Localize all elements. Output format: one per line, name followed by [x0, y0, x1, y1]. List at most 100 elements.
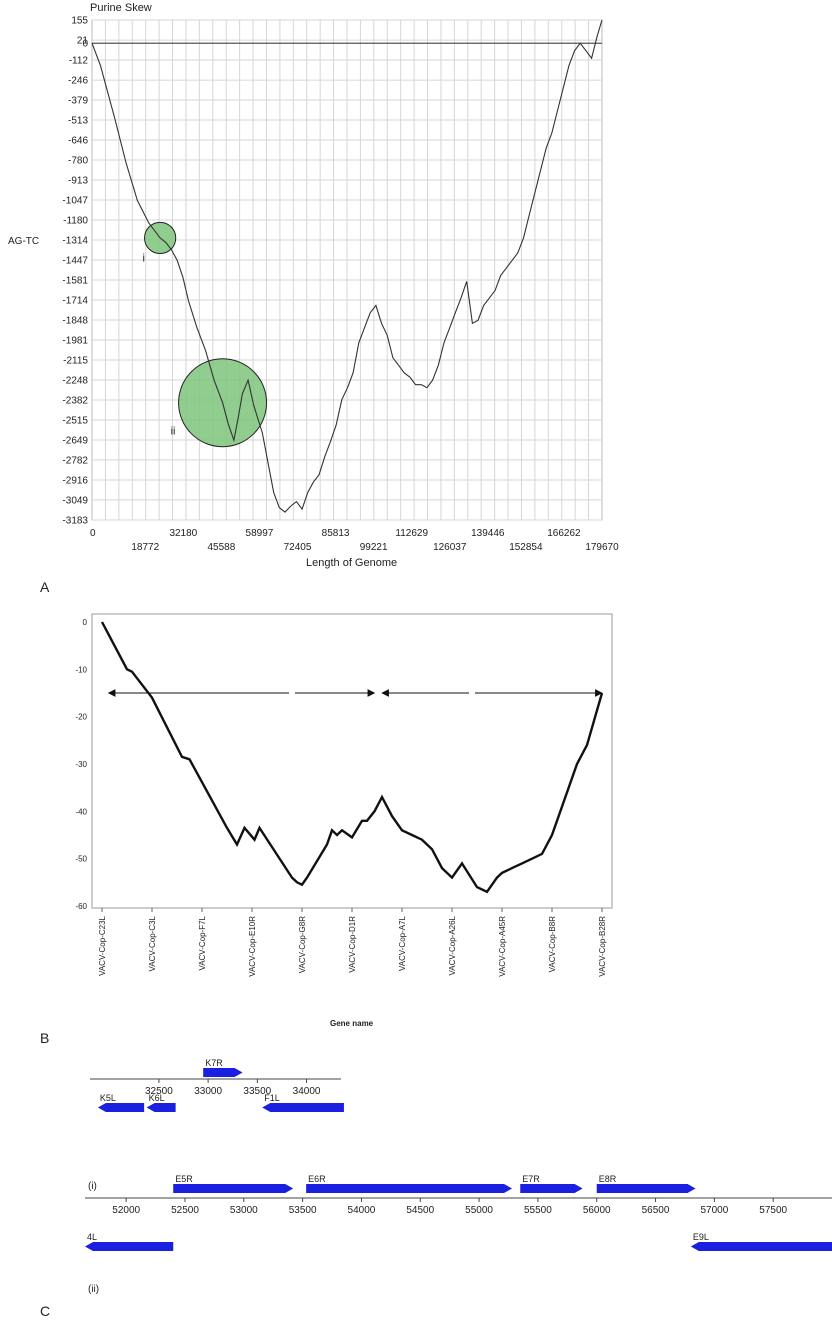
- panel-b-y-tick-label: -30: [75, 760, 87, 769]
- panel-a-skew-line: [91, 19, 603, 513]
- panel-a-y-tick-label: -246: [68, 76, 88, 87]
- gene-label: E5R: [175, 1174, 193, 1184]
- panel-a-x-tick-label: 85813: [322, 528, 350, 539]
- gene-arrow-E6R: [306, 1184, 513, 1193]
- panel-b-x-tick-label: VACV-Cop-B28R: [598, 916, 607, 977]
- panel-b-y-tick-label: -10: [75, 665, 87, 674]
- panel-a-y-tick-label: -2115: [63, 356, 88, 367]
- panel-a-y-tick-label: -1180: [63, 215, 88, 226]
- panel-a-y-tick-label: -1447: [62, 255, 88, 266]
- gene-map-tick-label: 32500: [145, 1086, 173, 1097]
- gene-label: K5L: [100, 1093, 116, 1103]
- gene-arrow-F1L: [262, 1103, 344, 1112]
- panel-a-x-tick-label: 58997: [246, 528, 274, 539]
- panel-a-x-tick-label: 112629: [395, 528, 428, 539]
- panel-a-y-tick-label: -1981: [62, 335, 88, 346]
- gene-arrow-E8R: [596, 1184, 696, 1193]
- panel-a-x-tick-label: 45588: [207, 542, 235, 553]
- gene-label: E8R: [599, 1174, 617, 1184]
- panel-a-chart: Purine Skew AG-TC Length of Genome 155 21…: [8, 2, 619, 569]
- panel-a-y-tick-label: -1581: [62, 276, 88, 287]
- panel-b-cumulative-line: [100, 621, 604, 894]
- gene-map-tick-label: 57500: [759, 1205, 787, 1216]
- panel-c-gene-map-ii: 52000 52500 53000 53500 54000 54500 55000 55500…: [85, 1174, 832, 1251]
- gene-map-tick-label: 56500: [642, 1205, 670, 1216]
- gene-arrow-E9L: [690, 1242, 832, 1251]
- panel-b-x-tick-label: VACV-Cop-F7L: [198, 915, 207, 970]
- panel-a-y-tick-label: -513: [68, 116, 88, 127]
- gene-map-tick-label: 34000: [293, 1086, 321, 1097]
- gene-map-tick-label: 52500: [171, 1205, 199, 1216]
- panel-a-y-tick-label: -780: [68, 156, 88, 167]
- gene-map-tick-label: 33000: [194, 1086, 222, 1097]
- panel-b-chart: 0 -10 -20 -30 -40 -50 -60 VACV-Cop-C23L VACV-Co…: [75, 613, 613, 1028]
- gene-map-tick-label: 52000: [112, 1205, 140, 1216]
- panel-b-x-tick-label: VACV-Cop-E10R: [248, 916, 257, 977]
- panel-label-c: C: [40, 1303, 50, 1319]
- panel-a-y-tick-label: -1314: [62, 236, 88, 247]
- panel-a-y-tick-label: -1714: [62, 295, 88, 306]
- panel-a-y-tick-label: -2382: [62, 396, 88, 407]
- panel-b-y-tick-label: 0: [83, 618, 88, 627]
- panel-a-y-tick-label: -2649: [62, 436, 88, 447]
- gene-map-tick-label: 53500: [289, 1205, 317, 1216]
- panel-b-x-tick-label: VACV-Cop-B8R: [548, 916, 557, 973]
- panel-a-x-tick-label: 166262: [547, 528, 581, 539]
- panel-b-xlabel: Gene name: [330, 1019, 374, 1028]
- panel-b-x-tick-label: VACV-Cop-A45R: [498, 916, 507, 977]
- gene-label: K7R: [205, 1058, 223, 1068]
- panel-a-y-tick-label: -646: [68, 135, 88, 146]
- panel-a-y-tick-label: -2248: [62, 375, 88, 386]
- gene-map-tick-label: 55500: [524, 1205, 552, 1216]
- gene-label: E7R: [522, 1174, 540, 1184]
- panel-a-x-tick-label: 126037: [433, 542, 467, 553]
- gene-map-tick-label: 33500: [243, 1086, 271, 1097]
- panel-a-y-tick-label: -379: [68, 95, 88, 106]
- panel-a-y-tick-label: -1047: [62, 196, 88, 207]
- panel-a-y-tick-label: -1848: [62, 316, 88, 327]
- gene-map-tick-label: 53000: [230, 1205, 258, 1216]
- gene-arrow-K7R: [203, 1068, 243, 1077]
- panel-a-x-tick-label: 0: [90, 528, 96, 539]
- panel-a-highlight-label: ii: [171, 425, 176, 437]
- panel-a-highlight-label: i: [143, 253, 145, 265]
- gene-arrow-4L: [85, 1242, 174, 1251]
- panel-b-frame: [91, 613, 613, 909]
- panel-a-x-tick-label: 18772: [131, 542, 159, 553]
- panel-b-x-tick-label: VACV-Cop-A26L: [448, 915, 457, 975]
- gene-label: E6R: [308, 1174, 326, 1184]
- panel-b-y-tick-label: -20: [75, 713, 87, 722]
- panel-b-x-tick-label: VACV-Cop-C3L: [148, 915, 157, 971]
- panel-c-caption-i: (i): [88, 1181, 97, 1192]
- panel-a-y-tick-label: -3049: [62, 495, 88, 506]
- panel-b-y-tick-label: -60: [75, 902, 87, 911]
- panel-label-b: B: [40, 1030, 49, 1046]
- gene-map-tick-label: 57000: [700, 1205, 728, 1216]
- gene-label: E9L: [693, 1232, 709, 1242]
- panel-a-y-tick-label: 155: [71, 16, 88, 27]
- panel-a-y-tick-label: -2515: [62, 415, 88, 426]
- panel-label-a: A: [40, 579, 50, 595]
- gene-label: K6L: [149, 1093, 165, 1103]
- gene-map-tick-label: 54500: [406, 1205, 434, 1216]
- panel-a-y-tick-label: -112: [69, 55, 89, 66]
- panel-a-x-tick-label: 139446: [471, 528, 505, 539]
- gene-map-tick-label: 55000: [465, 1205, 493, 1216]
- panel-a-x-tick-label: 99221: [360, 542, 388, 553]
- panel-a-y-tick-label: -3183: [62, 516, 88, 527]
- panel-a-ylabel: AG-TC: [8, 236, 39, 247]
- panel-a-x-tick-label: 72405: [284, 542, 312, 553]
- panel-a-x-tick-label: 32180: [169, 528, 197, 539]
- panel-b-x-tick-label: VACV-Cop-A7L: [398, 915, 407, 971]
- panel-a-y-tick-label: 0: [82, 39, 88, 50]
- panel-b-y-tick-label: -50: [75, 855, 87, 864]
- gene-arrow-E5R: [173, 1184, 294, 1193]
- panel-b-x-tick-label: VACV-Cop-D1R: [348, 916, 357, 973]
- panel-b-y-tick-label: -40: [75, 807, 87, 816]
- panel-a-x-tick-label: 152854: [509, 542, 543, 553]
- gene-map-tick-label: 56000: [583, 1205, 611, 1216]
- panel-b-x-tick-label: VACV-Cop-G8R: [298, 916, 307, 973]
- panel-a-x-tick-label: 179670: [585, 542, 619, 553]
- panel-b-x-tick-label: VACV-Cop-C23L: [98, 915, 107, 975]
- gene-map-tick-label: 54000: [348, 1205, 376, 1216]
